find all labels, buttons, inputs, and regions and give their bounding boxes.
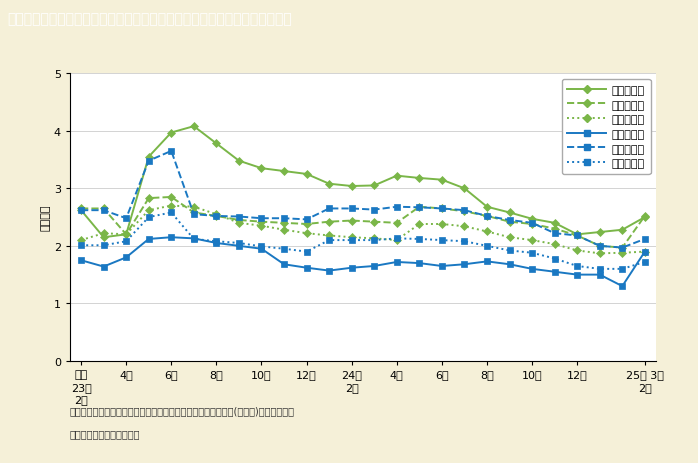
Legend: 岩手県女性, 宮城県女性, 福島県女性, 岩手県男性, 宮城県男性, 福島県男性: 岩手県女性, 宮城県女性, 福島県女性, 岩手県男性, 宮城県男性, 福島県男性 xyxy=(562,80,651,175)
Text: 第１－８－６図　岩手県・宮城県・福島県の有効求職者数の推移（男女別）: 第１－８－６図 岩手県・宮城県・福島県の有効求職者数の推移（男女別） xyxy=(7,12,292,26)
Text: ２．全て原数値。: ２．全て原数値。 xyxy=(70,428,140,438)
Text: （備考）１．厚生労働省「被災３県の現在の雇用状況（月次）(男女別)」より作成。: （備考）１．厚生労働省「被災３県の現在の雇用状況（月次）(男女別)」より作成。 xyxy=(70,405,295,415)
Y-axis label: （万人）: （万人） xyxy=(41,204,51,231)
